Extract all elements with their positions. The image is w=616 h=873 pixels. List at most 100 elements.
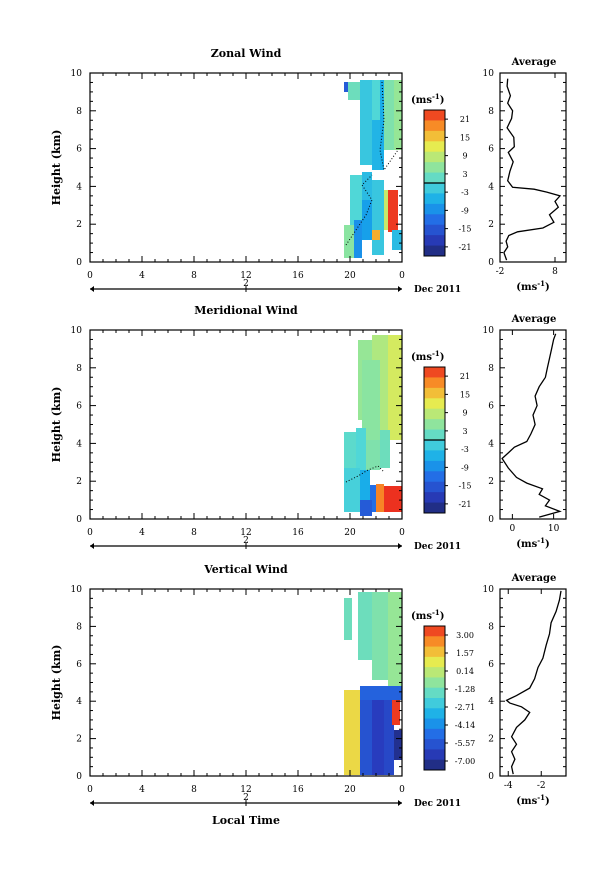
colorbar-band (424, 749, 445, 761)
colorbar-band (424, 214, 445, 226)
data-patches (344, 592, 402, 775)
colorbar-tick-label: 15 (460, 133, 470, 142)
panel-title: Meridional Wind (194, 304, 298, 317)
y-tick-label: 2 (76, 735, 82, 745)
profile-y-tick-label: 2 (488, 735, 494, 745)
profile-x-tick-label: -4 (504, 781, 513, 791)
profile-x-axis-label-part: ) (545, 282, 550, 293)
colorbar: 3.00 1.57 0.14 -1.28 -2.71 -4.14 -5.57 -7.00 (ms… (411, 608, 475, 771)
colorbar-band (424, 636, 445, 648)
y-axis-label: Height (km) (50, 130, 63, 206)
colorbar-band (424, 429, 445, 441)
profile-y-tick-label: 0 (488, 258, 494, 268)
colorbar-tick-label: 1.57 (456, 649, 474, 658)
day-axis-arrow-left (90, 800, 94, 806)
y-tick-label: 10 (71, 585, 83, 595)
profile-y-tick-label: 8 (488, 364, 494, 374)
colorbar-band (424, 450, 445, 462)
colorbar-band (424, 203, 445, 215)
y-tick-label: 2 (76, 220, 82, 230)
colorbar-tick-label: -15 (459, 482, 472, 491)
data-cell (344, 432, 356, 468)
y-tick-label: 6 (76, 402, 82, 412)
colorbar-tick-label: -2.71 (455, 703, 476, 712)
profile-title: Average (511, 57, 557, 68)
data-cell (392, 700, 400, 725)
x-tick-label: 12 (240, 271, 251, 281)
colorbar-unit: (ms-1) (411, 608, 444, 622)
colorbar-unit-part: -1 (432, 608, 440, 617)
colorbar-unit: (ms-1) (411, 92, 444, 106)
profile-x-tick-label: 0 (510, 524, 516, 534)
data-cell (360, 80, 372, 165)
day-label: 2 (243, 793, 249, 803)
profile-line (503, 78, 562, 261)
data-cell (354, 220, 362, 258)
profile-x-tick-label: -2 (496, 267, 505, 277)
colorbar-unit-part: ) (440, 95, 445, 106)
profile-panel: Average 0 2 4 6 8 10 0 10 (ms-1) (483, 314, 567, 550)
profile-title: Average (511, 573, 557, 584)
colorbar-unit-part: (ms (411, 352, 432, 363)
colorbar-band (424, 626, 445, 637)
colorbar-band (424, 408, 445, 420)
colorbar-band (424, 235, 445, 247)
data-cell (362, 172, 372, 200)
x-tick-label: 4 (139, 271, 145, 281)
profile-x-axis-label-part: (ms (516, 796, 537, 807)
colorbar-band (424, 224, 445, 236)
profile-y-tick-label: 4 (488, 697, 494, 707)
colorbar: 21 15 9 3 -3 -9 -15 -21 (ms-1) (411, 92, 471, 257)
data-cell (394, 80, 402, 150)
colorbar-tick-label: -4.14 (455, 721, 476, 730)
data-cell (376, 484, 384, 512)
data-cell (356, 428, 366, 470)
colorbar-band (424, 377, 445, 389)
data-cell (360, 686, 402, 700)
profile-frame (499, 329, 567, 520)
colorbar-tick-label: -15 (459, 225, 472, 234)
data-cell (384, 80, 394, 150)
colorbar-tick-label: 21 (460, 115, 470, 124)
colorbar-tick-label: 3 (462, 427, 467, 436)
x-tick-label: 0 (399, 528, 405, 538)
x-tick-label: 0 (87, 785, 93, 795)
data-patches (344, 335, 402, 516)
colorbar-band (424, 492, 445, 504)
panel-title: Zonal Wind (211, 47, 282, 60)
profile-y-tick-label: 8 (488, 622, 494, 632)
day-axis-arrow-right (398, 286, 402, 292)
y-axis-label: Height (km) (50, 387, 63, 463)
profile-x-axis-label: (ms-1) (516, 536, 549, 550)
y-tick-label: 10 (71, 326, 83, 336)
data-cell (344, 468, 360, 512)
colorbar-band (424, 141, 445, 153)
data-cell (384, 690, 394, 775)
profile-y-tick-label: 10 (483, 69, 495, 79)
profile-y-tick-label: 4 (488, 182, 494, 192)
colorbar-band (424, 687, 445, 699)
data-cell (372, 688, 384, 775)
y-tick-label: 8 (76, 622, 82, 632)
x-tick-label: 8 (191, 271, 197, 281)
colorbar-tick-label: -9 (461, 463, 469, 472)
colorbar-tick-label: -1.28 (455, 685, 476, 694)
profile-y-tick-label: 10 (483, 585, 495, 595)
y-tick-label: 4 (76, 697, 82, 707)
colorbar-band (424, 677, 445, 689)
data-cell (370, 485, 380, 512)
day-axis-arrow-left (90, 543, 94, 549)
colorbar-tick-label: 21 (460, 372, 470, 381)
day-axis-arrow-right (398, 543, 402, 549)
colorbar-band (424, 172, 445, 184)
profile-x-axis-label-part: (ms (516, 282, 537, 293)
profile-x-axis-label: (ms-1) (516, 793, 549, 807)
date-label: Dec 2011 (414, 285, 461, 295)
colorbar-band (424, 646, 445, 658)
colorbar-band (424, 110, 445, 121)
y-tick-label: 2 (76, 477, 82, 487)
data-cell (388, 190, 398, 232)
y-tick-label: 0 (76, 515, 82, 525)
